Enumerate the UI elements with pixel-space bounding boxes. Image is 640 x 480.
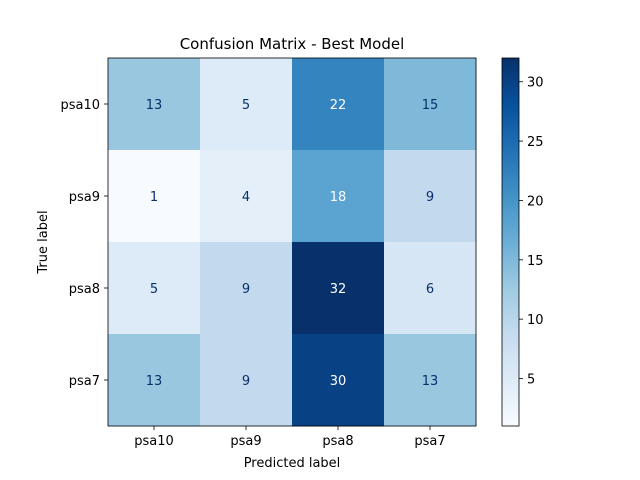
y-axis-label: True label [36, 210, 51, 274]
heatmap-cell [384, 242, 477, 335]
colorbar-tick-label: 25 [527, 135, 544, 150]
x-axis-label: Predicted label [244, 456, 341, 471]
heatmap-cell [384, 150, 477, 243]
x-tick-label: psa9 [230, 434, 261, 449]
cell-value: 6 [426, 282, 434, 297]
cell-value: 13 [422, 374, 439, 389]
heatmap-cell [200, 150, 293, 243]
y-axis-ticks: psa10 psa9 psa8 psa7 [60, 98, 108, 389]
cell-value-labels: 13 5 22 15 1 4 18 9 5 9 32 6 13 9 30 13 [146, 98, 439, 389]
y-tick-label: psa8 [69, 282, 100, 297]
cell-value: 1 [150, 190, 158, 205]
cell-value: 5 [150, 282, 158, 297]
heatmap-cell [108, 58, 201, 151]
x-axis-ticks: psa10 psa9 psa8 psa7 [134, 426, 446, 449]
colorbar-tick-label: 5 [527, 373, 535, 388]
cell-value: 13 [146, 374, 163, 389]
y-tick-label: psa10 [60, 98, 100, 113]
colorbar-tick-label: 20 [527, 194, 544, 209]
y-tick-label: psa9 [69, 190, 100, 205]
cell-value: 22 [330, 98, 347, 113]
heatmap-cell [292, 150, 385, 243]
heatmap-cell [108, 150, 201, 243]
colorbar-tick-label: 15 [527, 254, 544, 269]
plot-area-frame [107, 57, 477, 427]
cell-value: 4 [242, 190, 250, 205]
heatmap-cell [384, 334, 477, 427]
heatmap-cell [292, 242, 385, 335]
heatmap-cell [108, 334, 201, 427]
cell-value: 9 [426, 190, 434, 205]
colorbar-tick-label: 30 [527, 76, 544, 91]
y-tick-label: psa7 [69, 374, 100, 389]
cell-value: 15 [422, 98, 439, 113]
cell-value: 13 [146, 98, 163, 113]
heatmap-cell [108, 242, 201, 335]
heatmap-cell [292, 58, 385, 151]
cell-value: 32 [330, 282, 347, 297]
cell-value: 30 [330, 374, 347, 389]
x-tick-label: psa8 [322, 434, 353, 449]
colorbar [501, 57, 520, 427]
cell-value: 9 [242, 374, 250, 389]
heatmap-cell [200, 242, 293, 335]
x-tick-label: psa7 [414, 434, 445, 449]
cell-value: 9 [242, 282, 250, 297]
heatmap-cell [200, 58, 293, 151]
chart-title: Confusion Matrix - Best Model [180, 35, 405, 53]
heatmap-cells [108, 58, 477, 427]
cell-value: 18 [330, 190, 347, 205]
x-tick-label: psa10 [134, 434, 174, 449]
heatmap-cell [200, 334, 293, 427]
heatmap-cell [292, 334, 385, 427]
cell-value: 5 [242, 98, 250, 113]
colorbar-tick-label: 10 [527, 313, 544, 328]
heatmap-cell [384, 58, 477, 151]
colorbar-ticks: 5 10 15 20 25 30 [519, 76, 544, 388]
